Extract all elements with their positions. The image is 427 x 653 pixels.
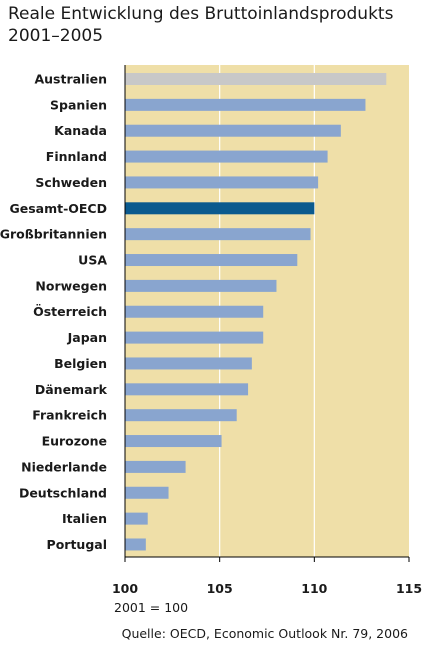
category-label: Spanien [50,97,107,112]
category-label: Österreich [33,304,107,319]
bar [125,279,277,292]
category-label: Frankreich [32,408,107,423]
category-label: Portugal [47,537,107,552]
bar [125,98,366,111]
bar [125,124,341,137]
bar [125,176,319,189]
category-label: Japan [67,330,107,345]
category-label: Niederlande [21,459,107,474]
category-labels: Australien Spanien Kanada Finnland Schweden G… [0,72,108,552]
category-label: Finnland [46,149,107,164]
bar [125,228,311,241]
bar [125,73,387,85]
bar [125,538,146,551]
bar [125,383,249,396]
bar [125,460,186,473]
bar [125,409,237,422]
chart-title: Reale Entwicklung des Bruttoinlandsprodu… [8,3,423,47]
category-label: USA [78,253,107,268]
category-label: Norwegen [35,278,107,293]
bar [125,512,148,525]
x-tick-label: 115 [396,581,422,596]
bar [125,150,328,163]
x-axis: 100 105 110 115 [112,65,422,596]
bar [125,357,252,370]
bar [125,331,264,344]
category-label: Italien [62,511,107,526]
chart-title-line1: Reale Entwicklung des Bruttoinlandsprodu… [8,4,394,24]
category-label: Eurozone [42,434,107,449]
chart-title-line2: 2001–2005 [8,26,104,46]
x-tick-label: 110 [301,581,327,596]
category-label: Kanada [54,123,107,138]
x-tick-label: 100 [112,581,138,596]
bar [125,435,222,448]
category-label: Dänemark [35,382,108,397]
bar [125,305,264,318]
category-label: Deutschland [19,485,107,500]
category-label: Belgien [54,356,107,371]
bars [125,73,387,551]
bar [125,486,169,499]
x-tick-label: 105 [207,581,233,596]
source-note: Quelle: OECD, Economic Outlook Nr. 79, 2… [121,626,408,641]
bar [125,202,315,215]
bar [125,254,298,267]
category-label: Australien [34,72,107,87]
category-label: Gesamt-OECD [9,201,107,216]
category-label: Großbritannien [0,227,107,242]
category-label: Schweden [35,175,107,190]
base-year-note: 2001 = 100 [114,600,189,615]
